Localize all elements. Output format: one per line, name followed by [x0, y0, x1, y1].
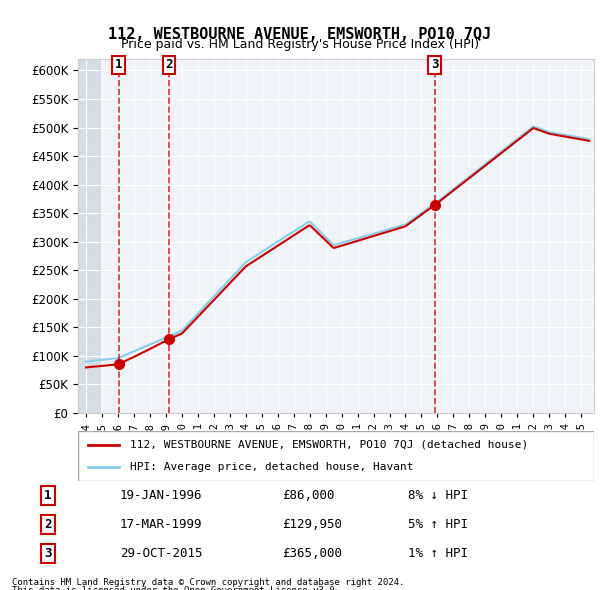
Text: 1: 1 [44, 489, 52, 502]
Text: 8% ↓ HPI: 8% ↓ HPI [408, 489, 468, 502]
Text: 2: 2 [166, 58, 173, 71]
Text: 112, WESTBOURNE AVENUE, EMSWORTH, PO10 7QJ: 112, WESTBOURNE AVENUE, EMSWORTH, PO10 7… [109, 27, 491, 41]
Text: £365,000: £365,000 [282, 548, 342, 560]
Text: 1% ↑ HPI: 1% ↑ HPI [408, 548, 468, 560]
Text: This data is licensed under the Open Government Licence v3.0.: This data is licensed under the Open Gov… [12, 586, 340, 590]
FancyBboxPatch shape [78, 431, 594, 481]
Text: 29-OCT-2015: 29-OCT-2015 [120, 548, 203, 560]
Text: 3: 3 [44, 548, 52, 560]
Text: Price paid vs. HM Land Registry's House Price Index (HPI): Price paid vs. HM Land Registry's House … [121, 38, 479, 51]
Text: £86,000: £86,000 [282, 489, 335, 502]
Text: 5% ↑ HPI: 5% ↑ HPI [408, 518, 468, 531]
Text: HPI: Average price, detached house, Havant: HPI: Average price, detached house, Hava… [130, 462, 413, 472]
Text: 2: 2 [44, 518, 52, 531]
Text: 112, WESTBOURNE AVENUE, EMSWORTH, PO10 7QJ (detached house): 112, WESTBOURNE AVENUE, EMSWORTH, PO10 7… [130, 440, 528, 450]
Text: 1: 1 [115, 58, 122, 71]
Text: 3: 3 [431, 58, 439, 71]
Bar [78, 59, 100, 413]
Text: 17-MAR-1999: 17-MAR-1999 [120, 518, 203, 531]
Text: £129,950: £129,950 [282, 518, 342, 531]
Text: 19-JAN-1996: 19-JAN-1996 [120, 489, 203, 502]
Bar [78, 59, 100, 413]
Text: Contains HM Land Registry data © Crown copyright and database right 2024.: Contains HM Land Registry data © Crown c… [12, 578, 404, 587]
